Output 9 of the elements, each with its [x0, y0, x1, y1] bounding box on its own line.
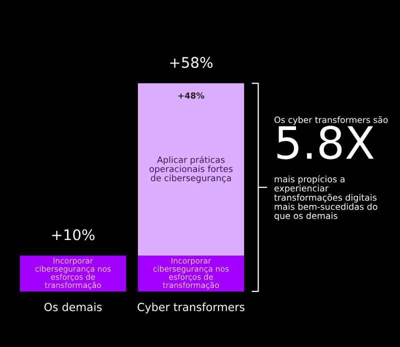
- total-label: +58%: [170, 56, 213, 68]
- text: 5.8X: [277, 126, 374, 160]
- total-label: +10%: [52, 229, 95, 240]
- x-tick-label: Cyber transformers: [138, 302, 244, 314]
- data-label: +48%: [178, 92, 204, 99]
- x-tick-label: Os demais: [44, 302, 102, 312]
- text: mais propícios a experienciar transformações digitais mais bem-sucedidas do que os demais: [274, 175, 378, 221]
- text: Os cyber transformers são: [274, 116, 388, 125]
- annotation: Aplicar práticas operacionais fortes de cibersegurança: [150, 156, 233, 183]
